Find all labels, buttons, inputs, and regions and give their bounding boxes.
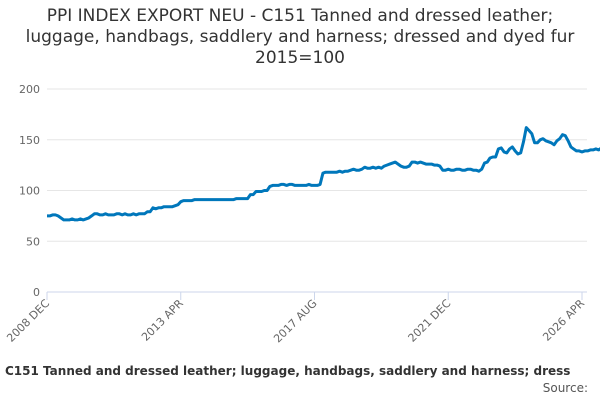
y-tick-label: 150 (19, 134, 40, 147)
data-line (47, 126, 600, 222)
x-tick-label: 2017 AUG (271, 297, 320, 346)
x-tick-label: 2013 APR (139, 297, 186, 344)
y-tick-label: 50 (26, 235, 40, 248)
x-tick-label: 2026 APR (540, 297, 587, 344)
y-tick-label: 0 (33, 286, 40, 299)
chart-title: PPI INDEX EXPORT NEU - C151 Tanned and d… (25, 6, 575, 68)
y-tick-label: 200 (19, 83, 40, 96)
source: Source: (542, 381, 588, 395)
y-tick-label: 100 (19, 185, 40, 198)
x-tick-label: 2021 DEC (406, 297, 454, 345)
x-tick-label: 2008 DEC (4, 297, 52, 345)
legend-entry: C151 Tanned and dressed leather; luggage… (5, 364, 571, 378)
